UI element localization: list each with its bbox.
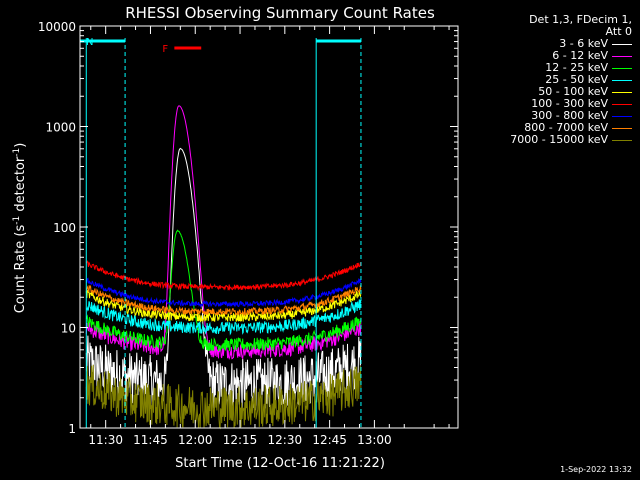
series-100-300kev	[85, 260, 362, 292]
data-layer	[85, 105, 362, 430]
legend-label: 3 - 6 keV	[559, 37, 608, 50]
y-axis-label: Count Rate (s-1 detector-1)	[12, 143, 28, 314]
legend-swatch	[612, 67, 632, 69]
legend-entry-1: 6 - 12 keV	[482, 50, 632, 62]
series-7000-15000kev	[85, 364, 362, 430]
legend-rows: 3 - 6 keV 6 - 12 keV 12 - 25 keV 25 - 50 ke…	[482, 38, 632, 146]
legend-header-line2: Att 0	[605, 25, 632, 38]
series-line-5	[85, 260, 362, 292]
legend-entry-4: 50 - 100 keV	[482, 86, 632, 98]
series-line-2	[85, 229, 362, 352]
legend-entry-6: 300 - 800 keV	[482, 110, 632, 122]
x-tick-label-5: 12:45	[312, 433, 347, 447]
y-axis-label-mid: detector	[13, 156, 28, 216]
flag-layer: NF	[80, 37, 362, 428]
flag-label-n: N	[86, 37, 93, 48]
legend-entry-0: 3 - 6 keV	[482, 38, 632, 50]
series-3-6kev	[85, 147, 362, 411]
series-line-6	[86, 277, 362, 308]
legend-swatch	[612, 103, 632, 105]
legend-entry-5: 100 - 300 keV	[482, 98, 632, 110]
x-tick-label-4: 12:30	[268, 433, 303, 447]
y-axis-label-end: )	[13, 143, 28, 148]
legend: Det 1,3, FDecim 1, Att 0 3 - 6 keV 6 - 12…	[482, 14, 632, 146]
series-300-800kev	[86, 277, 362, 308]
x-tick-label-1: 11:45	[133, 433, 168, 447]
legend-swatch	[612, 91, 632, 93]
legend-swatch	[612, 127, 632, 129]
legend-entry-2: 12 - 25 keV	[482, 62, 632, 74]
x-tick-label-3: 12:15	[223, 433, 258, 447]
series-line-7	[85, 284, 362, 317]
series-25-50kev	[85, 299, 362, 336]
x-tick-label-2: 12:00	[178, 433, 213, 447]
series-12-25kev	[85, 229, 362, 352]
y-tick-label-1: 10	[61, 322, 76, 336]
legend-swatch	[612, 43, 632, 45]
legend-entry-7: 800 - 7000 keV	[482, 122, 632, 134]
legend-swatch	[612, 139, 632, 141]
series-6-12kev	[85, 105, 362, 360]
legend-label: 12 - 25 keV	[545, 61, 608, 74]
footer-timestamp: 1-Sep-2022 13:32	[560, 465, 632, 474]
y-axis-label-sup2: -1	[12, 148, 22, 157]
legend-entry-8: 7000 - 15000 keV	[482, 134, 632, 146]
series-line-8	[85, 364, 362, 430]
x-axis-label: Start Time (12-Oct-16 11:21:22)	[175, 456, 385, 471]
series-line-4	[85, 289, 362, 323]
legend-label: 300 - 800 keV	[531, 109, 608, 122]
x-tick-label-0: 11:30	[88, 433, 123, 447]
legend-label: 7000 - 15000 keV	[510, 133, 608, 146]
legend-label: 6 - 12 keV	[552, 49, 608, 62]
series-line-3	[85, 299, 362, 336]
legend-swatch	[612, 55, 632, 57]
legend-label: 800 - 7000 keV	[524, 121, 608, 134]
y-axis-label-main: Count Rate (s	[13, 225, 28, 314]
series-800-7000kev	[85, 284, 362, 317]
y-tick-label-4: 10000	[38, 20, 76, 34]
y-tick-label-0: 1	[68, 422, 76, 436]
y-axis-label-sup1: -1	[12, 216, 22, 225]
legend-label: 100 - 300 keV	[531, 97, 608, 110]
y-tick-label-3: 1000	[45, 121, 76, 135]
chart-title: RHESSI Observing Summary Count Rates	[125, 4, 435, 22]
legend-swatch	[612, 79, 632, 81]
series-line-1	[85, 105, 362, 360]
axes-layer: 1 10 100 1000 10000 11:30 11:45 12:00 12:15 12:30…	[38, 20, 459, 447]
x-tick-label-6: 13:00	[357, 433, 392, 447]
legend-entry-3: 25 - 50 keV	[482, 74, 632, 86]
series-line-0	[85, 147, 362, 411]
y-tick-label-2: 100	[53, 221, 76, 235]
legend-header-line1: Det 1,3, FDecim 1,	[529, 13, 632, 26]
legend-swatch	[612, 115, 632, 117]
legend-label: 50 - 100 keV	[538, 85, 608, 98]
legend-label: 25 - 50 keV	[545, 73, 608, 86]
flag-label-f: F	[162, 44, 168, 55]
series-50-100kev	[85, 289, 362, 323]
